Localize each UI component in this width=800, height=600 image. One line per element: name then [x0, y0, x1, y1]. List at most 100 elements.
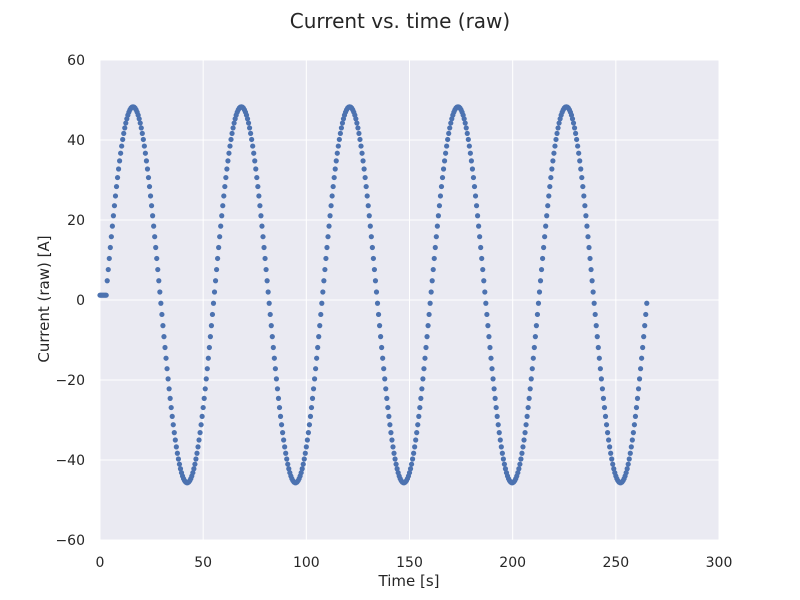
- data-point: [278, 422, 285, 428]
- data-point: [445, 136, 451, 143]
- data-point: [518, 456, 524, 462]
- data-point: [174, 450, 180, 456]
- data-point: [411, 450, 417, 456]
- data-point: [105, 266, 111, 273]
- data-point: [436, 203, 443, 209]
- data-point: [310, 386, 317, 392]
- data-point: [273, 376, 280, 382]
- data-point: [580, 183, 586, 190]
- data-point: [533, 323, 539, 329]
- data-point: [556, 120, 562, 126]
- data-point: [548, 174, 554, 181]
- data-point: [222, 183, 228, 190]
- data-point: [632, 413, 639, 419]
- data-point: [195, 444, 201, 450]
- data-point: [499, 450, 505, 456]
- data-point: [338, 125, 345, 131]
- data-point: [408, 461, 415, 467]
- data-point: [254, 174, 260, 181]
- data-point: [306, 422, 313, 428]
- data-point: [433, 234, 439, 240]
- data-point: [303, 444, 309, 450]
- data-point: [360, 158, 366, 164]
- data-point: [302, 450, 308, 456]
- data-point: [331, 174, 337, 181]
- data-point: [144, 166, 151, 172]
- data-point: [147, 193, 154, 199]
- data-point: [202, 386, 208, 392]
- data-point: [536, 289, 543, 295]
- data-point: [224, 166, 230, 172]
- data-point: [315, 344, 321, 351]
- data-point: [362, 174, 368, 181]
- data-point: [264, 278, 270, 284]
- data-point: [305, 430, 311, 436]
- data-point: [554, 130, 560, 137]
- data-point: [586, 244, 592, 251]
- data-point: [410, 456, 416, 462]
- data-point: [582, 203, 588, 209]
- data-point: [206, 344, 212, 351]
- data-point: [604, 430, 611, 436]
- data-point: [216, 244, 222, 251]
- data-point: [172, 437, 178, 443]
- data-point: [549, 166, 555, 172]
- data-point: [358, 143, 364, 149]
- data-point: [169, 413, 175, 419]
- data-point: [444, 143, 450, 149]
- data-point: [551, 150, 557, 156]
- data-point: [205, 355, 211, 361]
- data-point: [251, 150, 257, 156]
- data-point: [446, 130, 452, 137]
- data-point: [366, 213, 372, 219]
- data-point: [372, 278, 379, 284]
- data-point: [141, 143, 147, 149]
- data-point: [253, 166, 259, 172]
- data-point: [463, 125, 469, 131]
- data-point: [440, 166, 447, 172]
- data-point: [435, 213, 441, 219]
- data-point: [476, 223, 482, 229]
- data-point: [138, 125, 144, 131]
- data-point: [311, 376, 318, 382]
- data-point: [276, 404, 283, 411]
- data-point: [108, 234, 114, 240]
- data-point: [419, 386, 425, 392]
- data-point: [117, 158, 123, 164]
- data-point: [249, 136, 255, 143]
- data-point: [609, 456, 615, 462]
- data-point: [148, 203, 155, 209]
- data-point: [191, 466, 197, 472]
- data-point: [577, 158, 583, 164]
- data-point: [163, 355, 169, 361]
- data-point: [447, 125, 453, 131]
- data-point: [316, 334, 322, 340]
- x-tick-label: 300: [706, 555, 733, 571]
- data-point: [272, 366, 278, 372]
- data-point: [500, 456, 506, 462]
- data-point: [589, 278, 595, 284]
- data-point: [573, 130, 579, 137]
- data-point: [537, 278, 544, 284]
- data-point: [359, 150, 365, 156]
- data-point: [489, 366, 495, 372]
- data-point: [337, 130, 343, 137]
- data-point: [329, 193, 335, 199]
- data-point: [643, 311, 649, 318]
- data-point: [380, 355, 386, 361]
- data-point: [277, 413, 284, 419]
- data-point: [494, 413, 500, 419]
- data-point: [644, 300, 650, 306]
- data-point: [488, 355, 494, 361]
- data-point: [600, 395, 607, 401]
- data-point: [412, 444, 418, 450]
- data-point: [640, 344, 646, 351]
- data-point: [406, 470, 413, 476]
- data-point: [322, 266, 328, 273]
- data-point: [430, 266, 436, 273]
- data-point: [211, 289, 218, 295]
- data-point: [228, 136, 234, 143]
- data-point: [107, 244, 113, 251]
- data-point: [319, 300, 325, 306]
- data-point: [280, 430, 286, 436]
